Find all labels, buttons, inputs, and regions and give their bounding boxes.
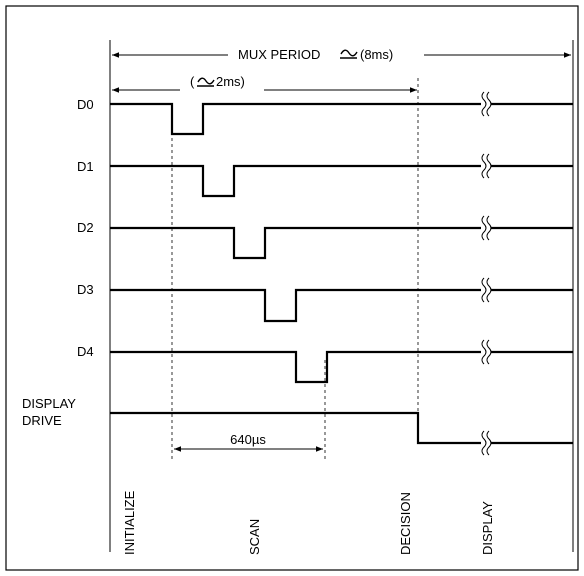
break-icon <box>481 277 492 303</box>
phase-initialize: INITIALIZE <box>122 490 137 555</box>
scan-duration-label: 640µs <box>230 432 266 447</box>
mux-period-label: MUX PERIOD <box>238 47 320 62</box>
break-symbols <box>481 91 492 456</box>
approx-symbol-icon <box>340 49 358 59</box>
phase-decision: DECISION <box>398 492 413 555</box>
break-icon <box>481 215 492 241</box>
display-drive-label-line2: DRIVE <box>22 413 62 428</box>
approx-symbol-icon <box>197 77 215 87</box>
signal-label-d0: D0 <box>77 97 94 112</box>
phase-scan: SCAN <box>247 519 262 555</box>
phase-display: DISPLAY <box>480 501 495 555</box>
break-icon <box>481 430 492 456</box>
diagram-frame <box>5 5 579 571</box>
waveform-display-drive <box>110 411 573 445</box>
break-icon <box>481 91 492 117</box>
waveform-d3 <box>110 288 573 323</box>
signal-label-d3: D3 <box>77 282 94 297</box>
mux-period-value: (8ms) <box>360 47 393 62</box>
waveform-d2 <box>110 226 573 260</box>
signal-label-d2: D2 <box>77 220 94 235</box>
signal-label-d1: D1 <box>77 159 94 174</box>
break-icon <box>481 339 492 365</box>
waveform-d1 <box>110 164 573 198</box>
waveform-d4 <box>110 350 573 384</box>
signal-label-d4: D4 <box>77 344 94 359</box>
waveform-d0 <box>110 102 573 136</box>
scan-window-value: 2ms) <box>216 74 245 89</box>
scan-window-open-paren: ( <box>190 74 195 89</box>
display-drive-label-line1: DISPLAY <box>22 396 76 411</box>
break-icon <box>481 153 492 179</box>
